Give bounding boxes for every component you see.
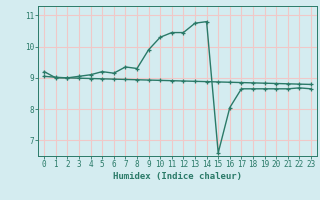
X-axis label: Humidex (Indice chaleur): Humidex (Indice chaleur) xyxy=(113,172,242,181)
